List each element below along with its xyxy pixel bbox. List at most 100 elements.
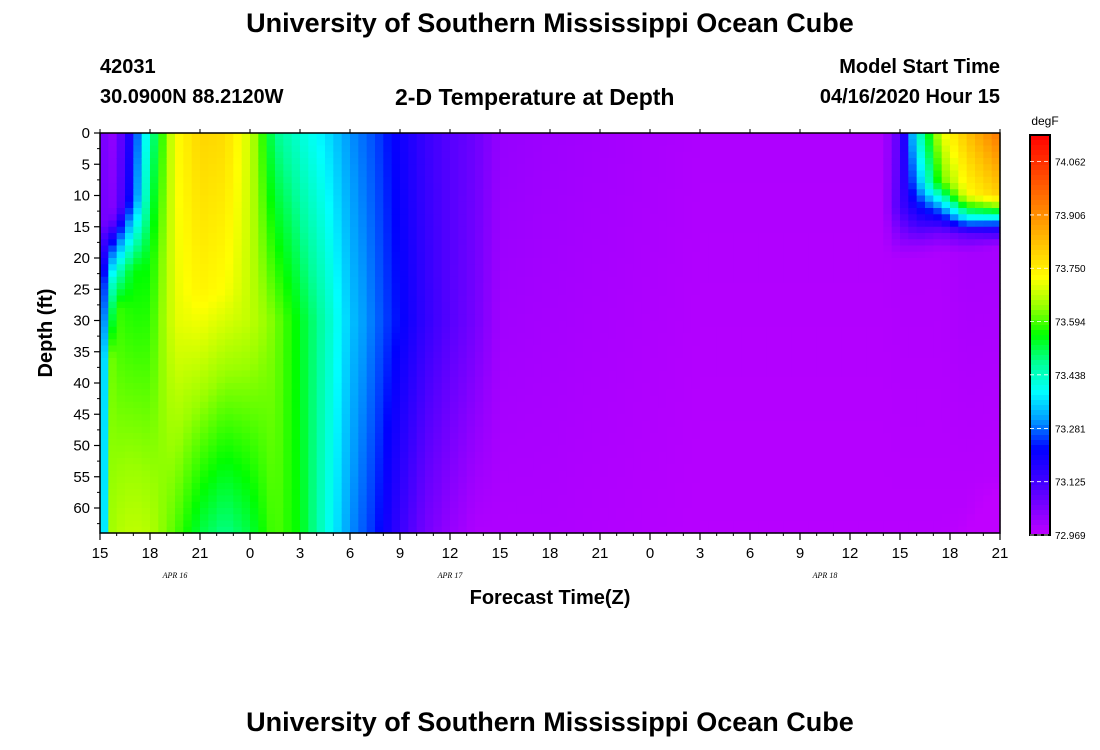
heatmap-cell	[383, 489, 393, 497]
heatmap-cell	[641, 408, 651, 415]
heatmap-cell	[516, 420, 526, 428]
heatmap-cell	[116, 333, 126, 340]
heatmap-cell	[616, 326, 626, 334]
heatmap-cell	[175, 414, 184, 422]
heatmap-cell	[350, 314, 359, 322]
heatmap-cell	[500, 226, 509, 234]
heatmap-cell	[108, 339, 118, 347]
heatmap-cell	[250, 426, 259, 434]
heatmap-cell	[125, 414, 134, 422]
heatmap-cell	[641, 264, 651, 272]
heatmap-cell	[433, 276, 443, 284]
heatmap-cell	[366, 320, 376, 328]
heatmap-cell	[300, 420, 309, 428]
heatmap-cell	[158, 214, 168, 222]
heatmap-cell	[616, 276, 626, 284]
heatmap-cell	[258, 433, 268, 440]
heatmap-cell	[175, 458, 184, 465]
heatmap-cell	[441, 276, 451, 284]
heatmap-cell	[333, 314, 343, 322]
heatmap-cell	[675, 514, 684, 522]
heatmap-cell	[333, 270, 343, 278]
heatmap-cell	[541, 351, 551, 359]
heatmap-cell	[591, 133, 601, 140]
heatmap-cell	[483, 364, 493, 372]
heatmap-cell	[150, 151, 159, 159]
heatmap-cell	[158, 220, 168, 228]
heatmap-cell	[683, 464, 693, 472]
heatmap-cell	[658, 395, 668, 403]
heatmap-cell	[575, 176, 584, 184]
heatmap-cell	[425, 208, 434, 215]
heatmap-cell	[450, 526, 459, 534]
heatmap-cell	[258, 370, 268, 378]
heatmap-cell	[575, 439, 584, 447]
heatmap-cell	[116, 358, 126, 365]
heatmap-cell	[600, 439, 609, 447]
heatmap-cell	[408, 195, 418, 203]
heatmap-cell	[700, 308, 709, 315]
heatmap-cell	[641, 220, 651, 228]
heatmap-cell	[525, 233, 534, 240]
heatmap-cell	[358, 208, 368, 215]
heatmap-cell	[691, 420, 701, 428]
heatmap-cell	[275, 145, 284, 153]
heatmap-cell	[358, 420, 368, 428]
heatmap-cell	[400, 351, 409, 359]
heatmap-cell	[383, 376, 393, 384]
heatmap-cell	[716, 220, 726, 228]
heatmap-cell	[458, 189, 468, 197]
heatmap-cell	[366, 233, 376, 240]
heatmap-cell	[566, 464, 576, 472]
heatmap-cell	[483, 251, 493, 259]
heatmap-cell	[291, 133, 301, 140]
heatmap-cell	[291, 189, 301, 197]
heatmap-cell	[325, 289, 334, 297]
heatmap-cell	[608, 358, 618, 365]
heatmap-cell	[466, 164, 476, 172]
heatmap-cell	[125, 264, 134, 272]
heatmap-cell	[291, 476, 301, 484]
heatmap-cell	[558, 314, 568, 322]
heatmap-cell	[200, 283, 209, 290]
heatmap-cell	[183, 383, 193, 390]
heatmap-cell	[708, 258, 718, 265]
heatmap-cell	[375, 333, 384, 340]
heatmap-cell	[375, 158, 384, 165]
heatmap-cell	[133, 245, 143, 253]
heatmap-cell	[475, 420, 484, 428]
heatmap-cell	[200, 314, 209, 322]
heatmap-cell	[408, 470, 418, 478]
heatmap-cell	[458, 345, 468, 353]
heatmap-cell	[650, 489, 659, 497]
heatmap-cell	[725, 445, 734, 453]
heatmap-cell	[158, 270, 168, 278]
heatmap-cell	[691, 489, 701, 497]
heatmap-cell	[466, 233, 476, 240]
heatmap-cell	[366, 295, 376, 303]
heatmap-cell	[600, 139, 609, 147]
heatmap-cell	[725, 439, 734, 447]
heatmap-cell	[591, 214, 601, 222]
heatmap-cell	[125, 520, 134, 528]
heatmap-cell	[516, 464, 526, 472]
heatmap-cell	[283, 308, 293, 315]
heatmap-cell	[491, 483, 501, 490]
heatmap-cell	[408, 433, 418, 440]
heatmap-cell	[716, 326, 726, 334]
heatmap-cell	[733, 370, 743, 378]
heatmap-cell	[275, 414, 284, 422]
heatmap-cell	[108, 258, 118, 265]
heatmap-cell	[175, 289, 184, 297]
heatmap-cell	[741, 176, 751, 184]
heatmap-cell	[141, 333, 151, 340]
heatmap-cell	[616, 264, 626, 272]
heatmap-cell	[141, 464, 151, 472]
heatmap-cell	[591, 151, 601, 159]
heatmap-cell	[383, 339, 393, 347]
heatmap-cell	[133, 476, 143, 484]
heatmap-cell	[150, 420, 159, 428]
heatmap-cell	[400, 183, 409, 190]
heatmap-cell	[250, 389, 259, 397]
heatmap-cell	[741, 214, 751, 222]
